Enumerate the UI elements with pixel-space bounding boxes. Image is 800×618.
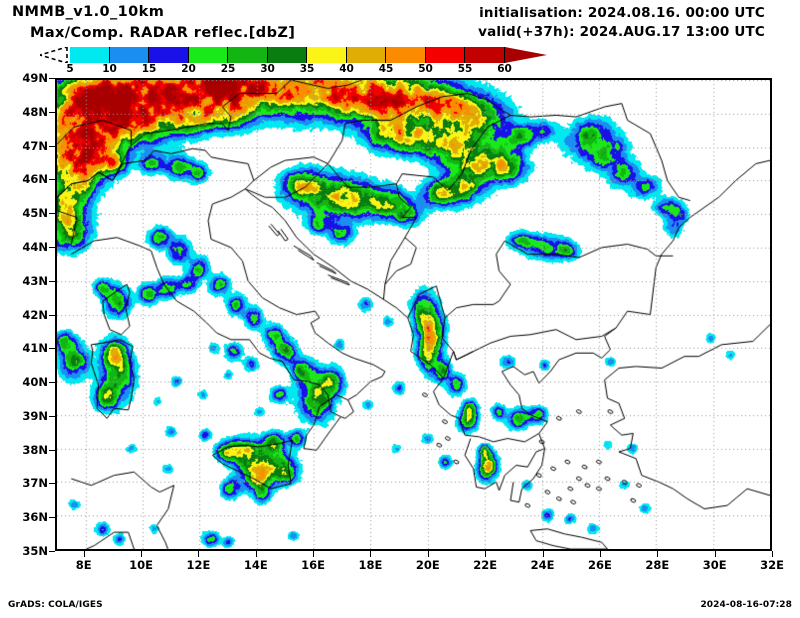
x-axis-tickmark — [427, 551, 429, 557]
y-axis-tick-44N: 44N — [22, 239, 48, 254]
colorbar-tick-10: 10 — [102, 63, 117, 75]
x-axis-tick-32E: 32E — [760, 558, 784, 572]
colorbar-tick-40: 40 — [339, 63, 354, 75]
y-axis-tickmark — [49, 213, 55, 215]
y-axis-tickmark — [49, 314, 55, 316]
colorbar-tick-50: 50 — [418, 63, 433, 75]
colorbar-band-55 — [465, 47, 505, 63]
y-axis-tickmark — [49, 382, 55, 384]
y-axis-tickmark — [49, 145, 55, 147]
y-axis-tick-40N: 40N — [22, 375, 48, 390]
colorbar-band-15 — [149, 47, 189, 63]
x-axis-tickmark — [198, 551, 200, 557]
y-axis-tick-41N: 41N — [22, 341, 48, 356]
x-axis-tick-8E: 8E — [75, 558, 92, 572]
valid-time: valid(+37h): 2024.AUG.17 13:00 UTC — [478, 24, 765, 40]
y-axis-tick-38N: 38N — [22, 442, 48, 457]
y-axis-tickmark — [49, 348, 55, 350]
x-axis-tickmark — [255, 551, 257, 557]
colorbar-band-10 — [109, 47, 149, 63]
colorbar-band-5 — [70, 47, 110, 63]
x-axis-tick-26E: 26E — [587, 558, 612, 572]
x-axis-tick-18E: 18E — [358, 558, 383, 572]
colorbar-tick-30: 30 — [260, 63, 275, 75]
footer-timestamp: 2024-08-16-07:28 — [700, 600, 792, 610]
colorbar-tick-20: 20 — [181, 63, 196, 75]
x-axis-tick-16E: 16E — [301, 558, 326, 572]
y-axis-tickmark — [49, 551, 55, 552]
y-axis-tickmark — [49, 78, 55, 79]
y-axis-tick-46N: 46N — [22, 172, 48, 187]
x-axis-tickmark — [714, 551, 716, 557]
y-axis-tickmark — [49, 415, 55, 417]
y-axis-tick-35N: 35N — [22, 544, 48, 558]
latlon-grid-layer — [57, 80, 770, 549]
y-axis-tick-36N: 36N — [22, 510, 48, 525]
y-axis-tickmark — [49, 280, 55, 282]
x-axis-tickmark — [370, 551, 372, 557]
y-axis-tick-48N: 48N — [22, 104, 48, 119]
colorbar-band-20 — [188, 47, 228, 63]
x-axis-tickmark — [83, 551, 85, 557]
footer-credit: GrADS: COLA/IGES — [8, 600, 103, 610]
x-axis-tick-20E: 20E — [415, 558, 440, 572]
x-axis-tickmark — [772, 551, 773, 557]
y-axis-tickmark — [49, 111, 55, 113]
colorbar-tick-55: 55 — [457, 63, 473, 75]
y-axis-tickmark — [49, 449, 55, 451]
y-axis-tick-49N: 49N — [22, 71, 48, 85]
colorbar-over-arrow-icon — [504, 47, 547, 63]
initialisation-time: initialisation: 2024.08.16. 00:00 UTC — [479, 5, 765, 21]
y-axis-tickmark — [49, 517, 55, 519]
x-axis-tick-28E: 28E — [645, 558, 670, 572]
x-axis-tickmark — [657, 551, 659, 557]
radar-map-plot[interactable] — [55, 78, 772, 551]
colorbar-band-25 — [228, 47, 268, 63]
colorbar-tick-25: 25 — [220, 63, 236, 75]
x-axis-tick-30E: 30E — [702, 558, 727, 572]
x-axis-tickmark — [313, 551, 315, 557]
y-axis-tick-45N: 45N — [22, 206, 48, 221]
colorbar-band-45 — [386, 47, 426, 63]
y-axis-tickmark — [49, 246, 55, 248]
y-axis-tick-37N: 37N — [22, 476, 48, 491]
x-axis-tick-12E: 12E — [186, 558, 211, 572]
x-axis-tickmark — [599, 551, 601, 557]
x-axis-tickmark — [485, 551, 487, 557]
x-axis-tick-14E: 14E — [243, 558, 268, 572]
model-title: NMMB_v1.0_10km — [12, 4, 165, 20]
x-axis-tickmark — [542, 551, 544, 557]
field-title: Max/Comp. RADAR reflec.[dbZ] — [30, 25, 296, 41]
colorbar-band-35 — [307, 47, 347, 63]
colorbar-tick-15: 15 — [141, 63, 157, 75]
colorbar-band-30 — [267, 47, 307, 63]
colorbar-tick-45: 45 — [378, 63, 394, 75]
x-axis-tick-24E: 24E — [530, 558, 555, 572]
y-axis-tick-43N: 43N — [22, 273, 48, 288]
colorbar-tick-60: 60 — [497, 63, 512, 75]
y-axis-tick-47N: 47N — [22, 138, 48, 153]
y-axis-tickmark — [49, 483, 55, 485]
x-axis-tickmark — [141, 551, 143, 557]
x-axis-tick-22E: 22E — [473, 558, 498, 572]
reflectivity-colorbar: 5 10 15 20 25 30 35 40 45 50 55 60 — [40, 46, 560, 75]
y-axis-tickmark — [49, 179, 55, 181]
colorbar-under-triangle-icon — [40, 47, 68, 63]
y-axis-tick-39N: 39N — [22, 408, 48, 423]
colorbar-band-40 — [346, 47, 386, 63]
colorbar-tick-5: 5 — [66, 63, 74, 75]
x-axis-tick-10E: 10E — [129, 558, 153, 572]
colorbar-tick-35: 35 — [299, 63, 315, 75]
y-axis-tick-42N: 42N — [22, 307, 48, 322]
colorbar-band-50 — [425, 47, 465, 63]
